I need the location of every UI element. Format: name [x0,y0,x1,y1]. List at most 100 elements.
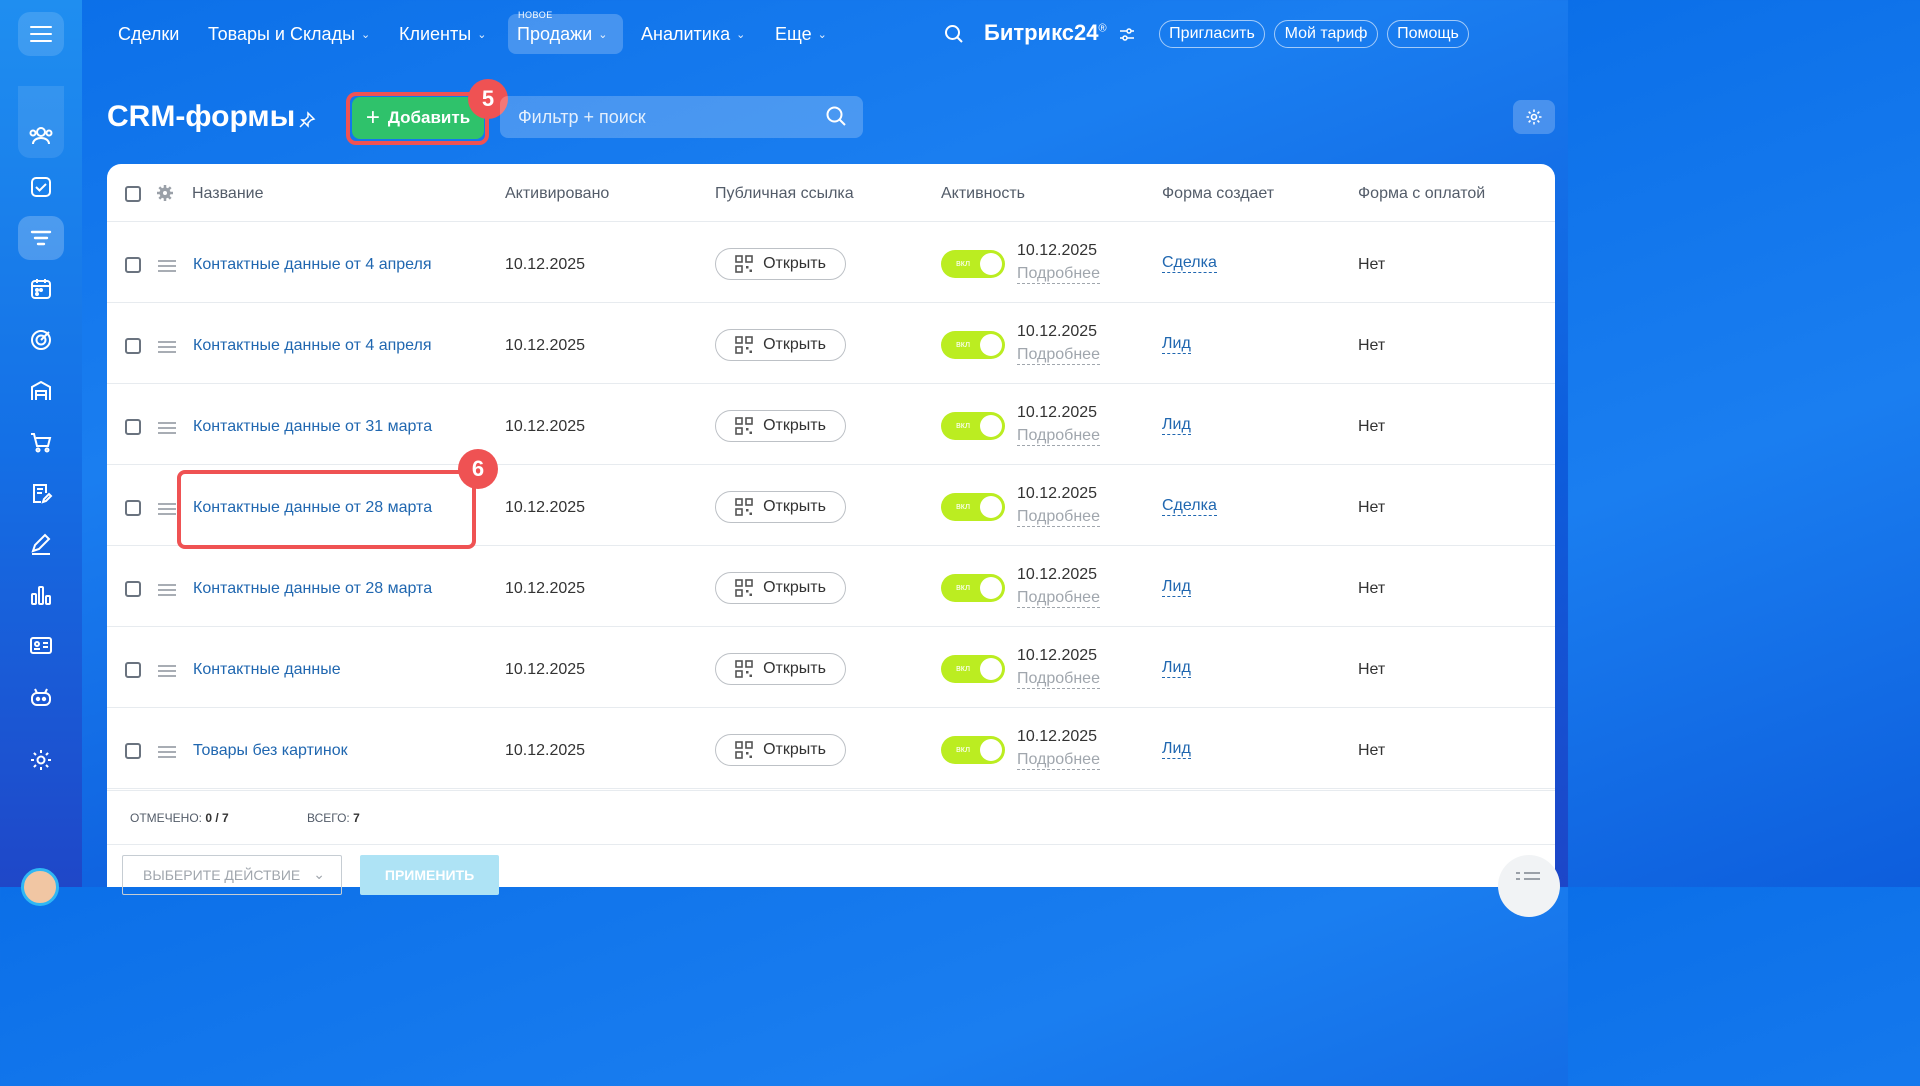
cart-icon[interactable] [18,420,64,464]
contacts-icon[interactable] [18,114,64,158]
form-name-link[interactable]: Контактные данные от 28 марта [193,580,433,597]
drag-handle-icon[interactable] [158,665,176,677]
form-name-link[interactable]: Контактные данные от 4 апреля [193,337,432,354]
open-link-button[interactable]: Открыть [715,491,846,523]
more-link[interactable]: Подробнее [1017,346,1100,365]
nav-more[interactable]: Еще ⌄ [767,14,835,54]
form-creates-link[interactable]: Лид [1162,659,1191,678]
row-checkbox[interactable] [125,500,141,516]
nav-analytics[interactable]: Аналитика ⌄ [633,14,753,54]
nav-clients[interactable]: Клиенты ⌄ [391,14,494,54]
form-name-link[interactable]: Контактные данные от 28 марта [193,499,433,516]
form-creates-link[interactable]: Сделка [1162,254,1217,273]
more-link[interactable]: Подробнее [1017,427,1100,446]
column-header[interactable]: Публичная ссылка [715,185,854,202]
drag-handle-icon[interactable] [158,503,176,515]
nav-products-warehouses[interactable]: Товары и Склады ⌄ [200,14,378,54]
form-name-link[interactable]: Контактные данные от 31 марта [193,418,433,435]
warehouse-icon[interactable] [18,369,64,413]
document-edit-icon[interactable] [18,471,64,515]
form-name-link[interactable]: Товары без картинок [193,742,348,759]
toggle-knob [980,577,1002,599]
form-creates-link[interactable]: Лид [1162,416,1191,435]
nav-sales[interactable]: Продажи ⌄ [508,14,623,54]
robot-icon[interactable] [18,675,64,719]
table-row: Контактные данные от 28 марта 10.12.2025 О… [107,465,1555,546]
form-name-link[interactable]: Контактные данные от 4 апреля [193,256,432,273]
nav-deals[interactable]: Сделки [110,14,187,54]
pin-icon[interactable] [298,111,316,134]
activity-toggle[interactable]: вкл [941,331,1005,359]
open-link-button[interactable]: Открыть [715,329,846,361]
filter-search-input[interactable]: Фильтр + поиск [500,96,863,138]
open-link-button[interactable]: Открыть [715,734,846,766]
avatar[interactable] [21,868,59,906]
payment-value: Нет [1358,337,1386,354]
column-header[interactable]: Форма с оплатой [1358,185,1486,202]
activity-toggle[interactable]: вкл [941,250,1005,278]
more-link[interactable]: Подробнее [1017,508,1100,527]
gear-icon[interactable] [157,185,173,206]
activity-toggle[interactable]: вкл [941,412,1005,440]
brand-name: Битрикс24 [984,20,1099,45]
row-checkbox[interactable] [125,419,141,435]
row-checkbox[interactable] [125,338,141,354]
search-icon[interactable] [944,24,964,49]
chevron-down-icon: ⌄ [817,28,827,41]
search-icon[interactable] [825,105,847,132]
column-header[interactable]: Активность [941,185,1026,202]
funnel-icon[interactable] [18,216,64,260]
invite-button[interactable]: Пригласить [1159,20,1265,48]
column-header[interactable]: Название [192,185,264,202]
row-checkbox[interactable] [125,743,141,759]
apply-button[interactable]: ПРИМЕНИТЬ [360,855,499,895]
table-footer: ОТМЕЧЕНО: 0 / 7 ВСЕГО: 7 [107,790,1555,844]
tariff-button[interactable]: Мой тариф [1274,20,1378,48]
open-link-button[interactable]: Открыть [715,410,846,442]
form-creates-link[interactable]: Лид [1162,740,1191,759]
id-card-icon[interactable] [18,624,64,668]
form-creates-link[interactable]: Сделка [1162,497,1217,516]
form-creates-link[interactable]: Лид [1162,578,1191,597]
drag-handle-icon[interactable] [158,746,176,758]
drag-handle-icon[interactable] [158,260,176,272]
help-button[interactable]: Помощь [1387,20,1469,48]
calendar-icon[interactable] [18,267,64,311]
sliders-icon[interactable] [1119,27,1135,48]
more-link[interactable]: Подробнее [1017,589,1100,608]
more-link[interactable]: Подробнее [1017,670,1100,689]
row-checkbox[interactable] [125,662,141,678]
column-header[interactable]: Форма создает [1162,185,1275,202]
target-icon[interactable] [18,318,64,362]
brand-logo[interactable]: Битрикс24® [984,20,1107,46]
menu-icon[interactable] [18,12,64,56]
activity-toggle[interactable]: вкл [941,574,1005,602]
analytics-icon[interactable] [18,573,64,617]
more-link[interactable]: Подробнее [1017,751,1100,770]
add-button[interactable]: + Добавить [352,97,484,139]
open-link-button[interactable]: Открыть [715,653,846,685]
select-all-checkbox[interactable] [125,186,141,202]
activity-toggle[interactable]: вкл [941,736,1005,764]
more-link[interactable]: Подробнее [1017,265,1100,284]
selected-label: ОТМЕЧЕНО: [130,811,202,825]
settings-button[interactable] [1513,100,1555,134]
drag-handle-icon[interactable] [158,341,176,353]
form-creates-link[interactable]: Лид [1162,335,1191,354]
forms-table: Название Активировано Публичная ссылка А… [107,164,1555,844]
form-name-link[interactable]: Контактные данные [193,661,341,678]
pen-icon[interactable] [18,522,64,566]
drag-handle-icon[interactable] [158,422,176,434]
column-header[interactable]: Активировано [505,185,610,202]
list-icon[interactable] [1498,855,1560,917]
open-link-button[interactable]: Открыть [715,248,846,280]
action-select[interactable]: ВЫБЕРИТЕ ДЕЙСТВИЕ ⌄ [122,855,342,895]
open-link-button[interactable]: Открыть [715,572,846,604]
tasks-icon[interactable] [18,165,64,209]
settings-icon[interactable] [18,738,64,782]
row-checkbox[interactable] [125,257,141,273]
activity-toggle[interactable]: вкл [941,655,1005,683]
row-checkbox[interactable] [125,581,141,597]
activity-toggle[interactable]: вкл [941,493,1005,521]
drag-handle-icon[interactable] [158,584,176,596]
